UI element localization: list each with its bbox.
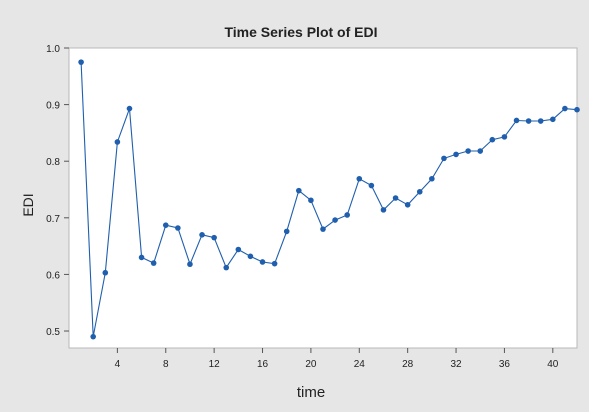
data-point — [211, 234, 217, 241]
x-tick-label: 28 — [402, 359, 414, 370]
data-point — [404, 201, 411, 208]
x-tick-label: 12 — [209, 359, 221, 370]
y-axis: 0.5 0.6 0.7 0.8 0.9 1.0 — [46, 44, 69, 338]
data-point — [392, 195, 399, 201]
data-point — [175, 225, 181, 231]
data-point — [126, 105, 133, 112]
data-point — [187, 261, 193, 268]
data-point — [525, 118, 532, 124]
y-tick-label: 0.9 — [46, 101, 60, 112]
series-group — [78, 59, 580, 340]
data-point — [150, 260, 157, 266]
data-point — [537, 118, 544, 124]
data-point — [78, 59, 84, 65]
data-point — [562, 105, 568, 112]
chart-title: Time Series Plot of EDI — [224, 24, 377, 40]
data-point — [90, 333, 96, 340]
x-tick-label: 32 — [450, 359, 462, 370]
data-point — [356, 175, 363, 182]
x-tick-label: 8 — [163, 359, 169, 370]
data-point — [114, 139, 121, 145]
data-point — [465, 148, 471, 154]
x-tick-label: 24 — [354, 359, 366, 370]
data-point — [138, 254, 145, 261]
data-point — [441, 155, 447, 162]
data-point — [332, 217, 338, 223]
data-point — [501, 134, 508, 140]
data-point — [574, 106, 580, 113]
data-point — [320, 226, 326, 232]
x-tick-label: 36 — [499, 359, 511, 370]
y-tick-label: 0.8 — [46, 157, 60, 168]
x-tick-label: 20 — [305, 359, 317, 370]
y-tick-label: 0.7 — [46, 214, 60, 225]
y-axis-label: EDI — [20, 193, 36, 216]
plot-area — [68, 47, 578, 349]
data-point — [477, 148, 484, 154]
data-point — [513, 117, 520, 124]
data-point — [271, 260, 278, 267]
x-tick-label: 16 — [257, 359, 269, 370]
data-point — [368, 182, 375, 189]
data-point — [308, 197, 314, 204]
data-point — [344, 212, 350, 218]
data-point — [429, 175, 435, 182]
data-point — [247, 253, 254, 260]
x-tick-label: 4 — [115, 359, 121, 370]
y-tick-label: 0.5 — [46, 327, 60, 338]
data-point — [296, 187, 302, 194]
data-point — [380, 207, 387, 213]
data-point — [102, 269, 109, 276]
data-point — [199, 231, 205, 238]
x-axis: 4 8 12 16 20 24 28 32 36 40 — [115, 348, 559, 370]
data-point — [235, 246, 242, 253]
data-point — [259, 259, 266, 265]
data-point — [453, 151, 459, 158]
data-point — [416, 188, 423, 195]
y-tick-label: 1.0 — [46, 44, 60, 55]
x-tick-label: 40 — [547, 359, 559, 370]
y-tick-label: 0.6 — [46, 270, 60, 281]
x-axis-label: time — [297, 384, 325, 401]
data-point — [489, 136, 496, 143]
data-point — [283, 228, 290, 235]
data-point — [550, 116, 556, 123]
data-point — [162, 222, 169, 228]
data-point — [223, 264, 230, 271]
